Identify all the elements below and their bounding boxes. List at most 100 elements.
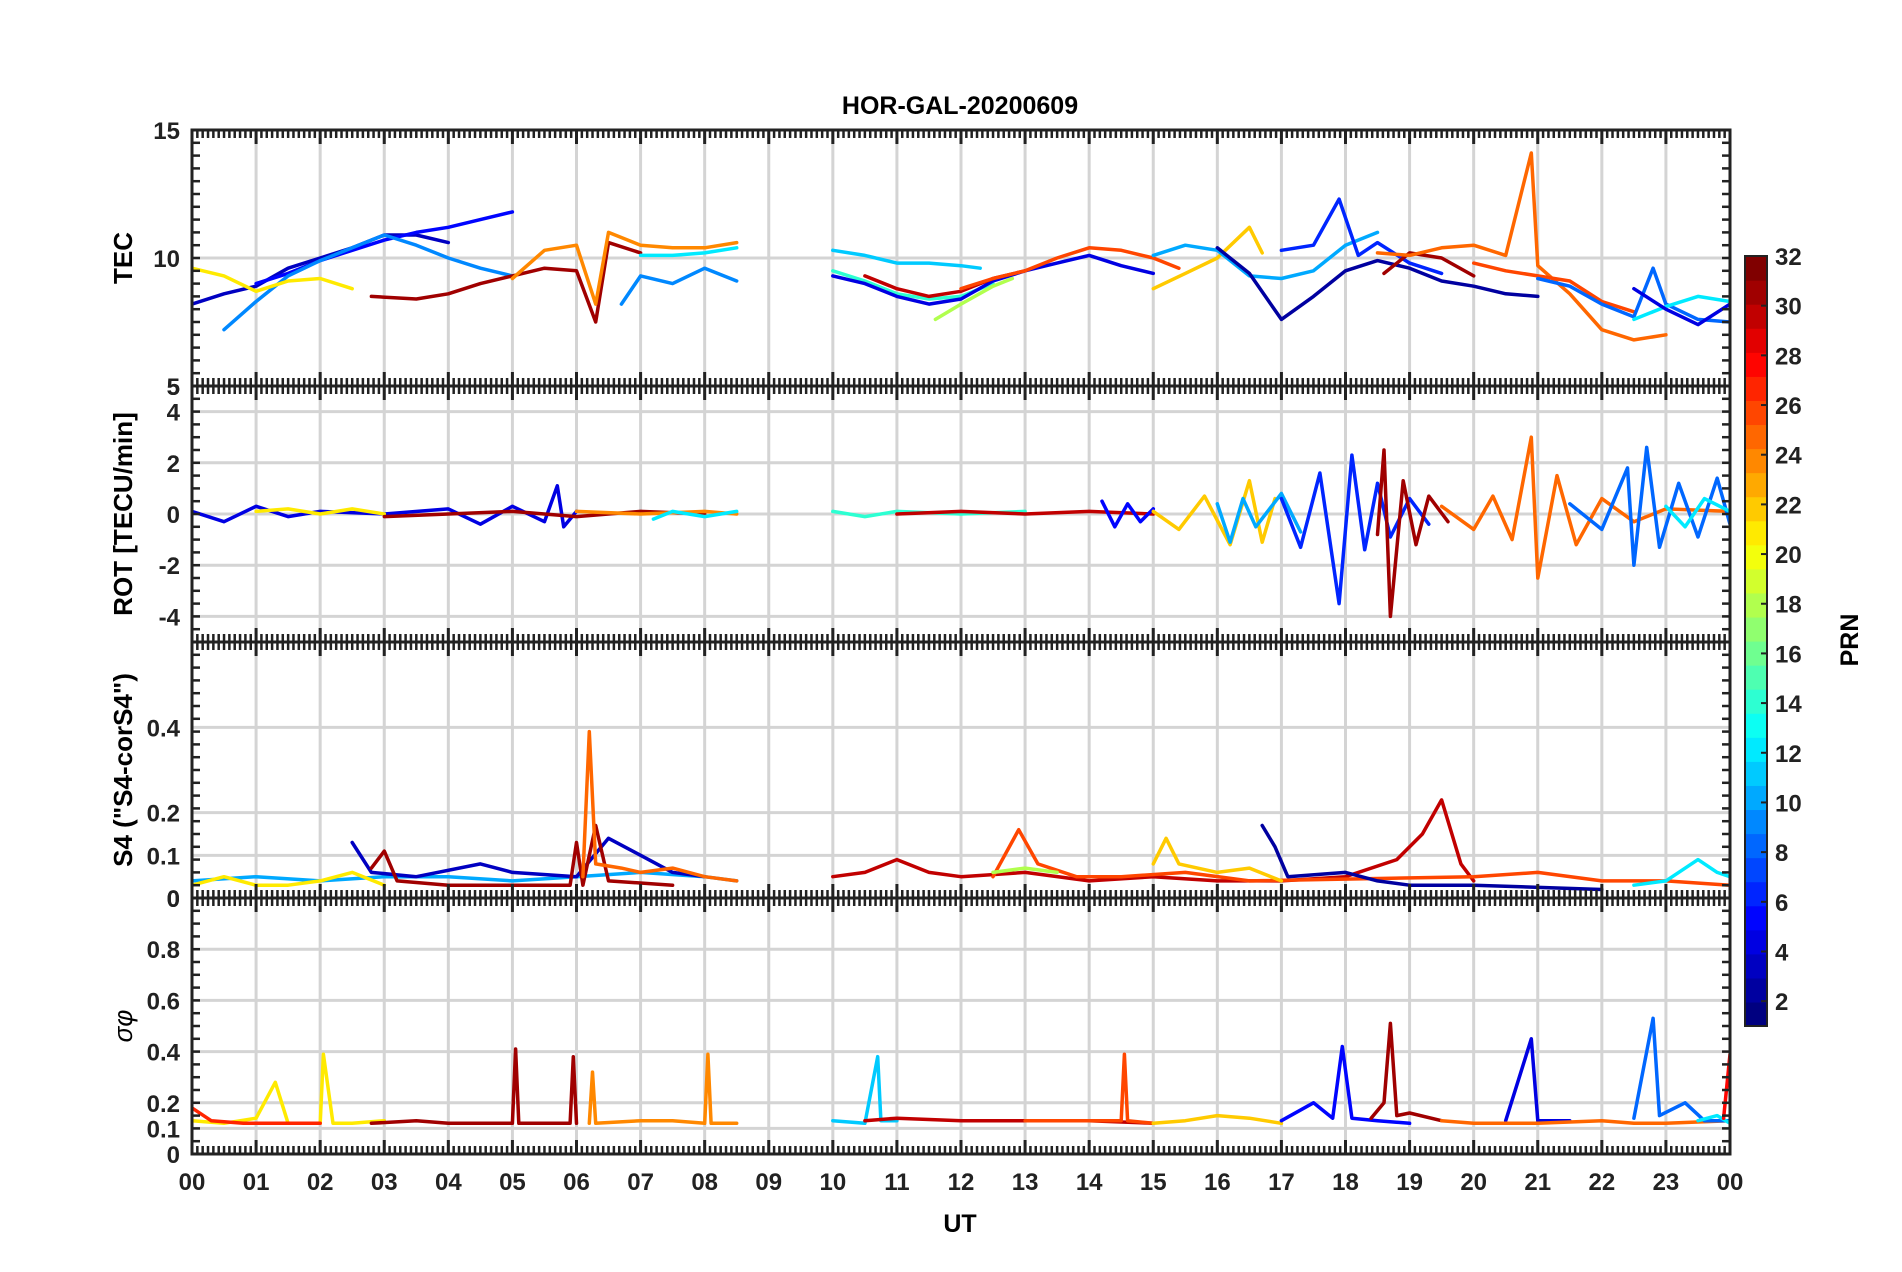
panel-sigphi: 00.10.2 0.4 0.6 0.8 σφ bbox=[108, 896, 1732, 1169]
x-tick-label: 13 bbox=[1012, 1169, 1039, 1196]
colorbar-tick-label: 6 bbox=[1775, 890, 1788, 917]
series-line-prn-12 bbox=[651, 509, 739, 521]
x-tick-label: 14 bbox=[1076, 1169, 1103, 1196]
colorbar-segment bbox=[1745, 280, 1767, 305]
colorbar-frame bbox=[1744, 255, 1768, 1027]
x-tick-label: 15 bbox=[1140, 1169, 1167, 1196]
colorbar-segment bbox=[1745, 641, 1767, 666]
x-tick-label: 20 bbox=[1460, 1169, 1487, 1196]
panel-rot: -4 -2 0 2 45 ROT [TECU/min] bbox=[108, 374, 1732, 644]
x-tick-label: 18 bbox=[1332, 1169, 1359, 1196]
series-group bbox=[192, 151, 1730, 342]
y-tick-label: 4 bbox=[167, 400, 181, 427]
x-tick-label: 23 bbox=[1653, 1169, 1680, 1196]
x-tick-label: 03 bbox=[371, 1169, 398, 1196]
colorbar-segment bbox=[1745, 905, 1767, 931]
y-tick-label: 5 bbox=[167, 374, 180, 401]
colorbar-tick-label: 30 bbox=[1775, 294, 1802, 321]
x-tick-label: 09 bbox=[755, 1169, 782, 1196]
series-line-prn-31 bbox=[1382, 251, 1476, 278]
colorbar-segment bbox=[1745, 544, 1767, 570]
y-axis-label: TEC bbox=[108, 232, 138, 284]
series-line-prn-26 bbox=[1471, 261, 1636, 314]
x-tick-label: 00 bbox=[179, 1169, 206, 1196]
panel-s4: 000.10.20.4S4 ("S4-corS4") bbox=[108, 640, 1732, 913]
series-line-prn-30 bbox=[895, 509, 1156, 516]
series-line-prn-6 bbox=[1279, 197, 1444, 276]
panel-tec: 5 10 15 TEC bbox=[108, 118, 1732, 401]
series-line-prn-25 bbox=[581, 729, 739, 883]
series-line-prn-8 bbox=[1632, 1016, 1730, 1123]
series-group bbox=[192, 729, 1730, 892]
colorbar-segment bbox=[1745, 737, 1767, 762]
series-line-prn-12 bbox=[638, 246, 739, 258]
colorbar-segment bbox=[1745, 304, 1767, 329]
x-tick-label: 04 bbox=[435, 1169, 462, 1196]
y-axis-label: σφ bbox=[108, 1010, 138, 1043]
series-line-prn-24 bbox=[587, 1052, 739, 1126]
series-line-prn-12 bbox=[1632, 857, 1730, 887]
y-tick-label: 0.4 bbox=[147, 715, 181, 742]
colorbar-segment bbox=[1745, 328, 1767, 353]
colorbar-segment bbox=[1745, 929, 1767, 955]
y-tick-label: 0.2 bbox=[147, 1091, 180, 1118]
y-tick-label: 0 bbox=[167, 1142, 180, 1169]
chart-title: HOR-GAL-20200609 bbox=[842, 92, 1078, 120]
colorbar-segment bbox=[1745, 713, 1767, 738]
colorbar-segment bbox=[1745, 496, 1767, 522]
colorbar-segment bbox=[1745, 256, 1767, 281]
series-line-prn-4 bbox=[1503, 1037, 1572, 1123]
x-tick-label: 11 bbox=[884, 1169, 909, 1196]
colorbar-segment bbox=[1745, 520, 1767, 546]
x-tick-label: 07 bbox=[627, 1169, 654, 1196]
series-line-prn-31 bbox=[1369, 1021, 1444, 1123]
series-line-prn-10 bbox=[192, 870, 739, 883]
y-axis-label: S4 ("S4-corS4") bbox=[108, 673, 138, 867]
series-line-prn-21 bbox=[192, 870, 387, 887]
colorbar-segment bbox=[1745, 857, 1767, 883]
series-group bbox=[192, 1016, 1730, 1126]
y-tick-label: 2 bbox=[167, 451, 180, 478]
y-tick-label: 0.1 bbox=[147, 1116, 180, 1143]
y-tick-label: 0 bbox=[167, 502, 180, 529]
colorbar-tick-label: 32 bbox=[1775, 244, 1802, 271]
series-line-prn-10 bbox=[1151, 230, 1380, 281]
y-tick-label: -2 bbox=[159, 553, 180, 580]
series-line-prn-22 bbox=[1151, 836, 1284, 883]
y-tick-label: 0.6 bbox=[147, 988, 180, 1015]
colorbar-segment bbox=[1745, 616, 1767, 642]
y-tick-label: 5 bbox=[167, 374, 180, 401]
colorbar-tick-label: 24 bbox=[1775, 443, 1802, 470]
series-line-prn-18 bbox=[933, 276, 1015, 322]
series-line-prn-12 bbox=[1632, 294, 1730, 322]
y-tick-label: -4 bbox=[159, 604, 181, 631]
series-line-prn-8 bbox=[1536, 266, 1730, 324]
series-line-prn-12 bbox=[1696, 1113, 1730, 1126]
series-line-prn-5 bbox=[1279, 1044, 1412, 1126]
series-line-prn-11 bbox=[831, 248, 982, 270]
y-tick-label: 15 bbox=[153, 118, 180, 145]
x-tick-label: 02 bbox=[307, 1169, 334, 1196]
colorbar-segment bbox=[1745, 977, 1767, 1003]
series-line-prn-9 bbox=[222, 233, 515, 332]
series-line-prn-22 bbox=[1151, 478, 1277, 547]
colorbar-label: PRN bbox=[1836, 614, 1864, 667]
x-tick-label: 22 bbox=[1588, 1169, 1615, 1196]
series-line-prn-21 bbox=[254, 507, 387, 516]
colorbar-tick-label: 22 bbox=[1775, 492, 1802, 519]
series-line-prn-31 bbox=[1375, 448, 1450, 619]
series-line-prn-18 bbox=[991, 866, 1059, 875]
colorbar-segment bbox=[1745, 785, 1767, 811]
colorbar-tick-label: 26 bbox=[1775, 393, 1802, 420]
x-tick-label: 00 bbox=[1717, 1169, 1744, 1196]
colorbar-segment bbox=[1745, 833, 1767, 859]
colorbar-tick-label: 18 bbox=[1775, 592, 1802, 619]
y-tick-label: 10 bbox=[153, 246, 180, 273]
series-line-prn-30 bbox=[831, 798, 1476, 883]
series-line-prn-8 bbox=[1568, 445, 1730, 567]
x-tick-label: 08 bbox=[691, 1169, 718, 1196]
x-tick-label: 16 bbox=[1204, 1169, 1231, 1196]
series-line-prn-31 bbox=[369, 240, 643, 324]
